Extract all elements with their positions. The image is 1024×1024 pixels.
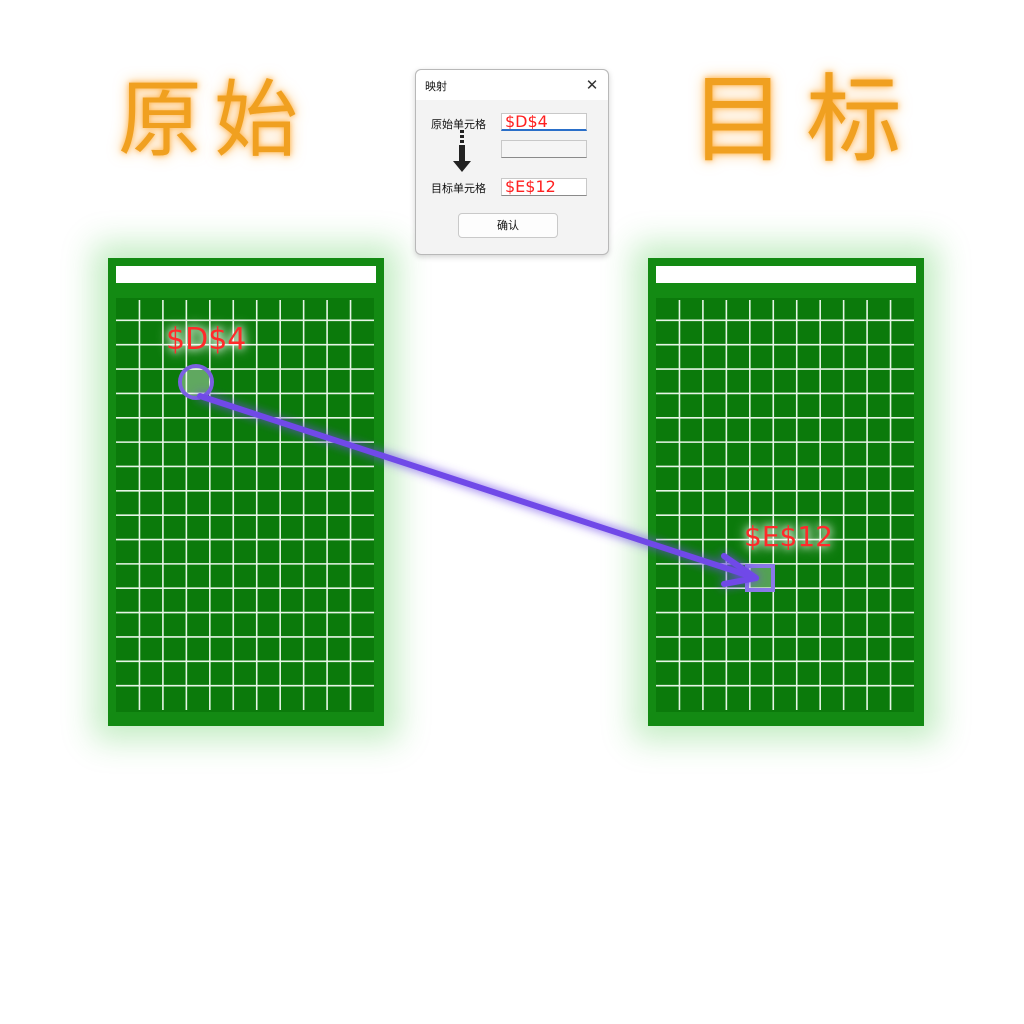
mapping-arrow (197, 393, 759, 587)
target-sheet-header-bar (656, 266, 916, 283)
source-cell-marker (178, 364, 214, 400)
dialog-title: 映射 (425, 80, 447, 93)
target-cell-annotation: $E$12 (744, 520, 833, 553)
dialog-titlebar: 映射 ✕ (416, 70, 608, 100)
target-sheet-grid[interactable] (656, 298, 914, 712)
target-sheet-panel (648, 258, 924, 726)
heading-target: 目标 (690, 64, 922, 176)
source-cell-label: 原始单元格 (431, 118, 486, 131)
source-sheet-grid[interactable] (116, 298, 374, 712)
source-cell-annotation: $D$4 (166, 322, 247, 357)
confirm-button[interactable]: 确认 (458, 213, 558, 238)
mapping-dialog: 映射 ✕ 原始单元格 $D$4 目标单元格 $E$12 确认 (415, 69, 609, 255)
blank-input[interactable] (501, 140, 587, 158)
heading-original: 原始 (118, 71, 311, 169)
source-grid-lines (116, 300, 374, 710)
source-sheet-header-bar (116, 266, 376, 283)
target-grid-lines (656, 300, 914, 710)
source-sheet-panel (108, 258, 384, 726)
source-cell-input[interactable]: $D$4 (501, 113, 587, 131)
close-icon[interactable]: ✕ (585, 76, 599, 94)
down-arrow-icon (453, 130, 471, 172)
target-cell-input[interactable]: $E$12 (501, 178, 587, 196)
target-cell-label: 目标单元格 (431, 182, 486, 195)
